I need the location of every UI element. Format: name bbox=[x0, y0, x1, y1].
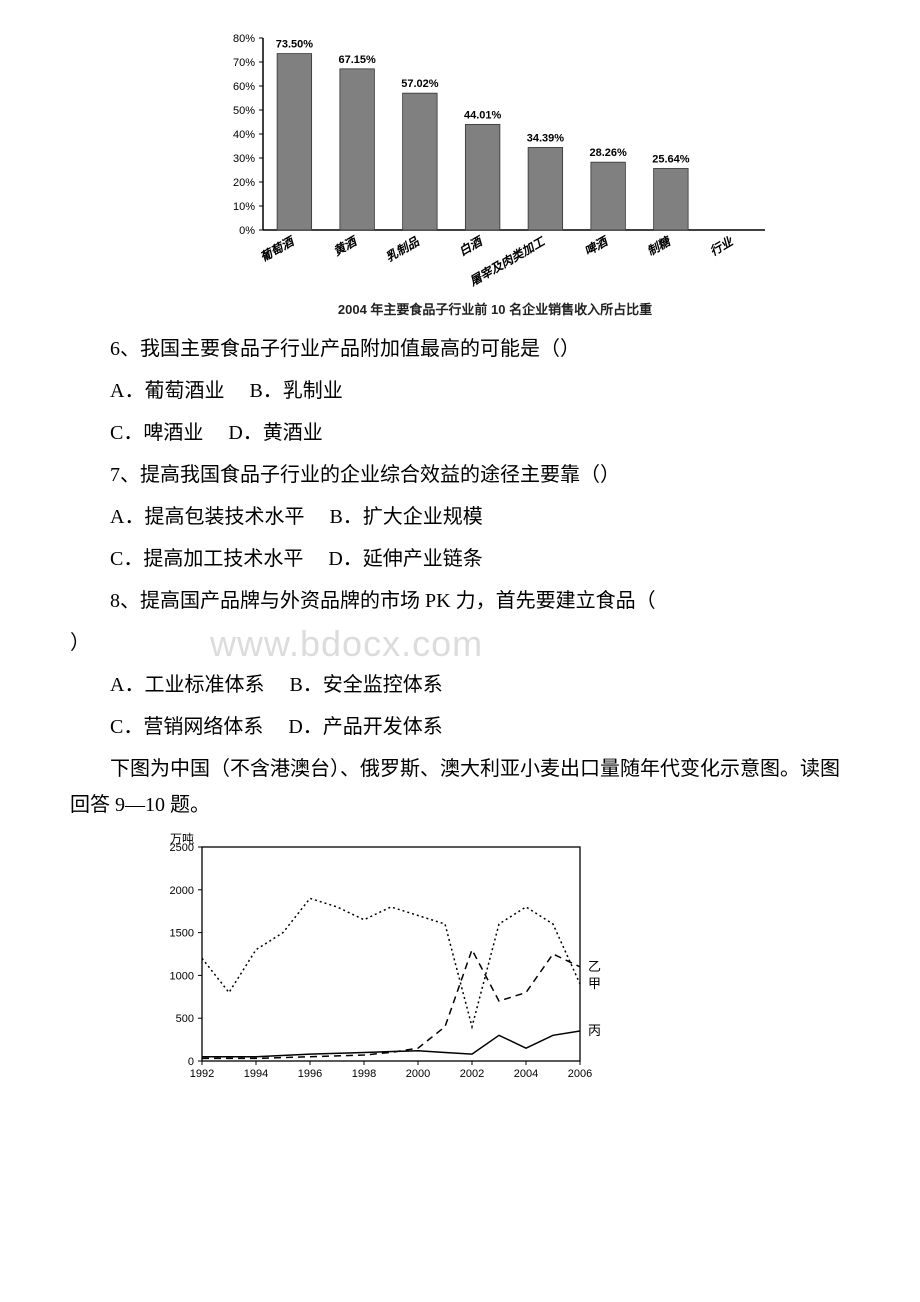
q6-opt-b: B．乳制业 bbox=[249, 380, 342, 402]
q6-opt-c: C．啤酒业 bbox=[110, 422, 203, 444]
svg-text:40%: 40% bbox=[233, 129, 255, 141]
svg-text:60%: 60% bbox=[233, 81, 255, 93]
svg-text:67.15%: 67.15% bbox=[338, 54, 376, 66]
svg-text:制糖: 制糖 bbox=[645, 233, 675, 258]
svg-text:乳制品: 乳制品 bbox=[383, 234, 422, 265]
svg-text:甲: 甲 bbox=[588, 976, 601, 991]
svg-text:0: 0 bbox=[188, 1056, 194, 1068]
svg-text:50%: 50% bbox=[233, 105, 255, 117]
q8-opt-d: D．产品开发体系 bbox=[288, 716, 442, 738]
svg-text:万吨: 万吨 bbox=[170, 832, 194, 846]
q7-opt-c: C．提高加工技术水平 bbox=[110, 548, 303, 570]
svg-text:1998: 1998 bbox=[352, 1068, 376, 1080]
svg-text:白酒: 白酒 bbox=[456, 233, 486, 259]
svg-text:2000: 2000 bbox=[170, 885, 194, 897]
svg-text:57.02%: 57.02% bbox=[401, 78, 439, 90]
svg-text:30%: 30% bbox=[233, 153, 255, 165]
bar-chart-caption: 2004 年主要食品子行业前 10 名企业销售收入所占比重 bbox=[338, 298, 652, 321]
q8-opts-ab: A．工业标准体系 B．安全监控体系 bbox=[70, 667, 840, 703]
svg-text:28.26%: 28.26% bbox=[589, 147, 627, 159]
bar-chart-container: 0% 10% 20% 30% 40% 50% 60% 70% 80% 73.50% 葡萄酒 67.15… bbox=[150, 30, 840, 321]
q6-opt-a: A．葡萄酒业 bbox=[110, 380, 224, 402]
svg-text:1994: 1994 bbox=[244, 1068, 268, 1080]
q6-opts-cd: C．啤酒业 D．黄酒业 bbox=[70, 415, 840, 451]
svg-text:黄酒: 黄酒 bbox=[331, 233, 361, 259]
q8-opt-c: C．营销网络体系 bbox=[110, 716, 263, 738]
q7-opt-d: D．延伸产业链条 bbox=[328, 548, 482, 570]
q7-opt-b: B．扩大企业规模 bbox=[329, 506, 482, 528]
svg-text:丙: 丙 bbox=[588, 1023, 601, 1038]
svg-text:1996: 1996 bbox=[298, 1068, 322, 1080]
passage2: 下图为中国（不含港澳台）、俄罗斯、澳大利亚小麦出口量随年代变化示意图。读图回答 … bbox=[70, 751, 840, 823]
bar-chart-svg: 0% 10% 20% 30% 40% 50% 60% 70% 80% 73.50% 葡萄酒 67.15… bbox=[215, 30, 775, 290]
q8-opt-a: A．工业标准体系 bbox=[110, 674, 264, 696]
svg-text:乙: 乙 bbox=[588, 959, 601, 974]
svg-text:1992: 1992 bbox=[190, 1068, 214, 1080]
bar-chart: 0% 10% 20% 30% 40% 50% 60% 70% 80% 73.50% 葡萄酒 67.15… bbox=[215, 30, 775, 290]
q8-opt-b: B．安全监控体系 bbox=[289, 674, 442, 696]
q8-text-line1: 8、提高国产品牌与外资品牌的市场 PK 力，首先要建立食品（ bbox=[70, 583, 840, 619]
q8-text-line2: ） bbox=[70, 625, 840, 661]
svg-text:20%: 20% bbox=[233, 177, 255, 189]
svg-text:2002: 2002 bbox=[460, 1068, 484, 1080]
svg-text:500: 500 bbox=[176, 1014, 194, 1026]
svg-text:行业: 行业 bbox=[707, 233, 737, 258]
svg-text:2000: 2000 bbox=[406, 1068, 430, 1080]
svg-text:44.01%: 44.01% bbox=[464, 109, 502, 121]
q6-opt-d: D．黄酒业 bbox=[228, 422, 322, 444]
q7-opts-ab: A．提高包装技术水平 B．扩大企业规模 bbox=[70, 499, 840, 535]
svg-text:2004: 2004 bbox=[514, 1068, 538, 1080]
q7-opt-a: A．提高包装技术水平 bbox=[110, 506, 304, 528]
q8-opts-cd: C．营销网络体系 D．产品开发体系 bbox=[70, 709, 840, 745]
svg-text:10%: 10% bbox=[233, 201, 255, 213]
svg-text:2006: 2006 bbox=[568, 1068, 592, 1080]
svg-text:啤酒: 啤酒 bbox=[582, 233, 612, 259]
svg-text:34.39%: 34.39% bbox=[527, 132, 565, 144]
line-chart-svg: 05001000150020002500万吨199219941996199820… bbox=[150, 829, 610, 1089]
svg-text:1500: 1500 bbox=[170, 928, 194, 940]
svg-text:25.64%: 25.64% bbox=[652, 153, 690, 165]
svg-text:0%: 0% bbox=[239, 225, 255, 237]
svg-text:葡萄酒: 葡萄酒 bbox=[258, 233, 299, 265]
svg-text:1000: 1000 bbox=[170, 971, 194, 983]
line-chart-container: 05001000150020002500万吨199219941996199820… bbox=[150, 829, 840, 1089]
svg-text:80%: 80% bbox=[233, 33, 255, 45]
q6-opts-ab: A．葡萄酒业 B．乳制业 bbox=[70, 373, 840, 409]
svg-text:73.50%: 73.50% bbox=[276, 39, 314, 51]
q7-text: 7、提高我国食品子行业的企业综合效益的途径主要靠（） bbox=[70, 457, 840, 493]
q6-text: 6、我国主要食品子行业产品附加值最高的可能是（） bbox=[70, 331, 840, 367]
q7-opts-cd: C．提高加工技术水平 D．延伸产业链条 bbox=[70, 541, 840, 577]
svg-text:70%: 70% bbox=[233, 57, 255, 69]
